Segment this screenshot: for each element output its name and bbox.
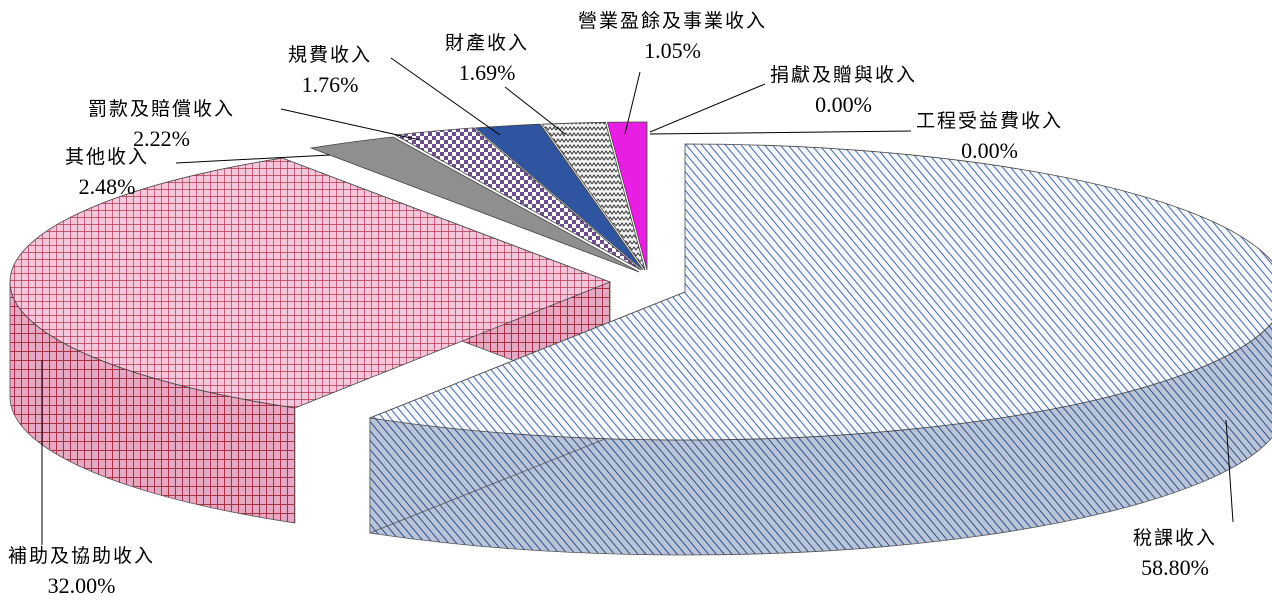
slice-label-donation: 捐獻及贈與收入 0.00%: [770, 60, 917, 120]
slice-percent: 2.22%: [133, 126, 190, 151]
pie-slice-fines: [393, 127, 642, 271]
pie-slice-tax: [368, 143, 1272, 556]
slice-label-fines: 罰款及賠償收入 2.22%: [88, 94, 235, 154]
leader-line-other: [175, 154, 331, 164]
slice-percent: 2.48%: [78, 174, 136, 199]
slice-top: [393, 127, 642, 271]
slice-top: [368, 143, 1272, 441]
slice-label-other: 其他收入 2.48%: [65, 142, 149, 202]
slice-percent: 1.76%: [301, 72, 359, 97]
leader-line-fees: [390, 57, 501, 136]
slice-percent: 1.05%: [644, 38, 701, 63]
slice-top: [474, 123, 644, 271]
leader-line-tax: [1225, 419, 1234, 523]
leader-line-business: [624, 71, 641, 135]
slice-name: 稅課收入: [1133, 527, 1218, 549]
slice-percent: 1.69%: [458, 60, 516, 85]
slice-label-property: 財產收入 1.69%: [445, 28, 529, 88]
slice-top: [541, 121, 646, 271]
slice-top: [606, 121, 648, 271]
slice-name: 規費收入: [288, 44, 373, 66]
pie-slice-business: [606, 121, 648, 271]
slice-percent: 32.00%: [47, 573, 116, 598]
leader-line-property: [504, 86, 566, 135]
slice-label-tax: 稅課收入 58.80%: [1133, 523, 1217, 583]
slice-label-business: 營業盈餘及事業收入 1.05%: [578, 6, 767, 66]
slice-percent: 0.00%: [815, 92, 872, 117]
slice-percent: 0.00%: [961, 138, 1018, 163]
slice-percent: 58.80%: [1141, 555, 1209, 580]
slice-name: 罰款及賠償收入: [88, 98, 236, 120]
leader-line-donation: [649, 83, 766, 133]
leader-line-fines: [280, 108, 421, 141]
leader-lines: [41, 57, 1234, 545]
slice-name: 工程受益費收入: [916, 110, 1064, 132]
slice-name: 營業盈餘及事業收入: [578, 10, 768, 32]
leader-line-construction: [649, 130, 912, 135]
pie-slice-subsidy: [9, 157, 612, 524]
slice-name: 捐獻及贈與收入: [770, 64, 918, 86]
slice-top: [9, 157, 612, 409]
slice-top: [309, 136, 640, 273]
slice-label-construction: 工程受益費收入 0.00%: [916, 106, 1063, 166]
slice-name: 財產收入: [445, 32, 530, 54]
slice-label-subsidy: 補助及協助收入 32.00%: [8, 541, 155, 601]
pie-slice-other: [309, 136, 640, 273]
slice-name: 補助及協助收入: [8, 545, 156, 567]
slice-name: 其他收入: [65, 146, 150, 168]
slice-label-fees: 規費收入 1.76%: [288, 40, 372, 100]
pie-slice-fees: [474, 123, 644, 271]
pie-slice-property: [541, 121, 646, 271]
